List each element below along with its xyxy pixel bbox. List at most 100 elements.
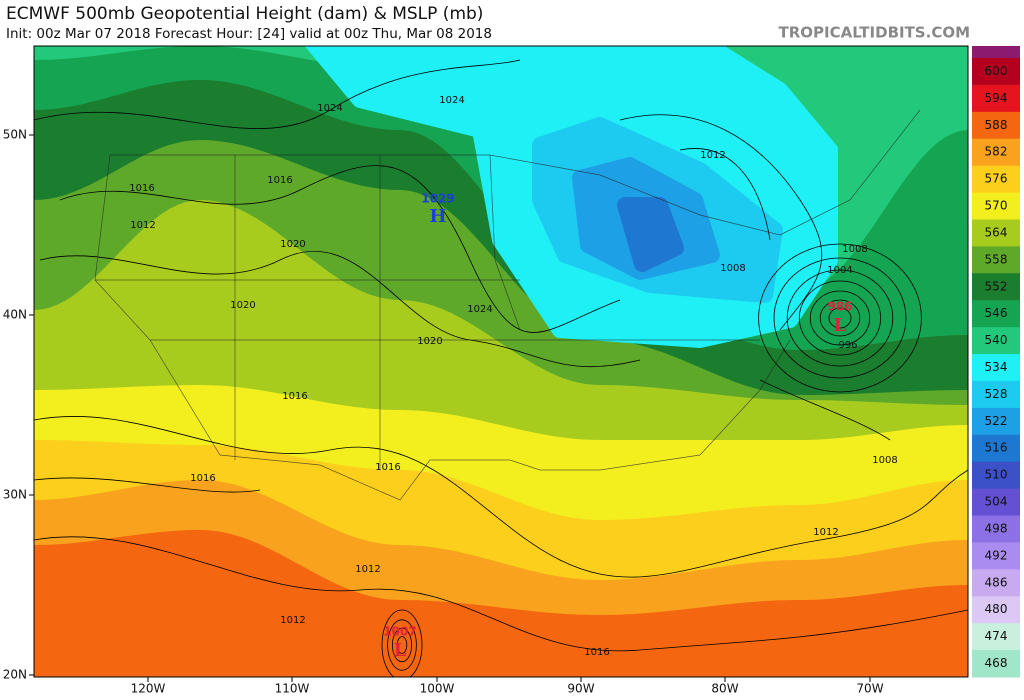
colorbar-label: 564 — [985, 225, 1008, 239]
lat-label: 20N — [3, 668, 27, 682]
colorbar-swatch — [972, 515, 1020, 543]
isobar-label: 1016 — [190, 473, 215, 484]
isobar-label: 996 — [838, 340, 857, 351]
isobar — [34, 416, 968, 578]
isobar — [759, 379, 891, 441]
colorbar-swatch — [972, 84, 1020, 113]
isobar-label: 1012 — [700, 150, 725, 161]
axes: 50N 40N 30N 20N 120W 110W 100W 90W 80W 70W — [3, 128, 884, 696]
low-symbol: L — [394, 640, 407, 661]
colorbar-label: 504 — [985, 495, 1008, 509]
colorbar-label: 492 — [985, 548, 1008, 562]
map-frame — [33, 45, 969, 678]
colorbar-swatch — [972, 623, 1020, 651]
isobar — [679, 148, 771, 241]
colorbar-swatch — [972, 246, 1020, 274]
low-pressure: 1007 — [383, 625, 416, 639]
border — [489, 109, 921, 236]
colorbar-swatch — [972, 192, 1020, 220]
colorbar-label: 498 — [985, 521, 1008, 535]
isobar — [809, 290, 871, 346]
colorbar-swatch — [972, 300, 1020, 328]
isobar-label: 1012 — [355, 564, 380, 575]
height-band — [617, 197, 684, 272]
isobar — [34, 477, 261, 493]
colorbar-swatch — [972, 488, 1020, 517]
colorbar-swatch — [972, 327, 1020, 355]
colorbar-label: 576 — [985, 172, 1008, 186]
colorbar-label: 516 — [985, 441, 1008, 455]
low-pressure: 986 — [827, 300, 852, 314]
isobar-label: 1004 — [827, 265, 852, 276]
colorbar-swatch — [972, 596, 1020, 624]
lon-label: 90W — [567, 682, 594, 696]
colorbar-label: 486 — [985, 575, 1008, 589]
isobar-label: 1020 — [417, 336, 442, 347]
isobar — [39, 251, 641, 368]
isobar-label: 1008 — [872, 455, 897, 466]
colorbar-label: 480 — [985, 602, 1008, 616]
isobar — [381, 609, 423, 677]
isobar — [59, 165, 621, 333]
colorbar-swatch — [972, 354, 1020, 382]
colorbar-label: 468 — [985, 656, 1008, 670]
colorbar-label: 522 — [985, 414, 1008, 428]
colorbar-label: 510 — [985, 468, 1008, 482]
site-name: TROPICALTIDBITS.COM — [779, 24, 971, 42]
isobar-label: 1012 — [280, 615, 305, 626]
isobar-label: 1016 — [282, 391, 307, 402]
colorbar-swatch — [972, 219, 1020, 247]
colorbar-swatch — [972, 273, 1020, 301]
colorbar-label: 558 — [985, 252, 1008, 266]
title: ECMWF 500mb Geopotential Height (dam) & … — [6, 4, 483, 24]
colorbar-swatch — [972, 407, 1020, 436]
isobar-label: 1020 — [280, 239, 305, 250]
colorbar-swatch — [972, 569, 1020, 597]
high-pressure: 1029 — [421, 192, 454, 206]
colorbar-label: 534 — [985, 360, 1008, 374]
colorbar-label: 474 — [985, 629, 1008, 643]
high-symbol: H — [429, 206, 446, 227]
isobar-label: 1012 — [130, 220, 155, 231]
colorbar-label: 594 — [985, 91, 1008, 105]
colorbar-swatch — [972, 165, 1020, 194]
map-area — [34, 46, 968, 677]
colorbar-label: 552 — [985, 279, 1008, 293]
lon-label: 120W — [131, 682, 166, 696]
colorbar-label: 600 — [985, 64, 1008, 78]
lon-label: 80W — [711, 682, 738, 696]
colorbar-swatch — [972, 138, 1020, 167]
isobar — [819, 299, 861, 337]
colorbar-swatch — [972, 434, 1020, 463]
colorbar-label: 528 — [985, 387, 1008, 401]
colorbar-swatch — [972, 380, 1020, 409]
isobar — [786, 269, 894, 367]
colorbar-label: 540 — [985, 333, 1008, 347]
isobar — [34, 59, 521, 129]
colorbar-cap — [972, 46, 1020, 58]
lat-label: 50N — [3, 128, 27, 142]
isobar-label: 1024 — [317, 103, 342, 114]
isobar-label: 1008 — [720, 263, 745, 274]
isobar-label: 1016 — [375, 462, 400, 473]
isobar — [828, 307, 852, 329]
lon-label: 110W — [275, 682, 310, 696]
isobar — [34, 536, 968, 652]
isobar — [773, 257, 907, 379]
isobar-label: 1012 — [813, 527, 838, 538]
colorbar-swatch — [972, 111, 1020, 140]
isobar — [758, 243, 922, 393]
isobar-label: 1008 — [842, 244, 867, 255]
lon-label: 70W — [856, 682, 883, 696]
border — [489, 154, 521, 331]
isobar — [798, 280, 882, 356]
isobar-label: 1016 — [129, 183, 154, 194]
isobar-label: 1016 — [267, 175, 292, 186]
isobar — [387, 619, 417, 671]
subtitle: Init: 00z Mar 07 2018 Forecast Hour: [24… — [6, 26, 492, 42]
colorbar-swatch — [972, 461, 1020, 490]
isobar-label: 1024 — [467, 304, 492, 315]
colorbar-swatch — [972, 58, 1020, 86]
isobar-label: 1024 — [439, 95, 464, 106]
